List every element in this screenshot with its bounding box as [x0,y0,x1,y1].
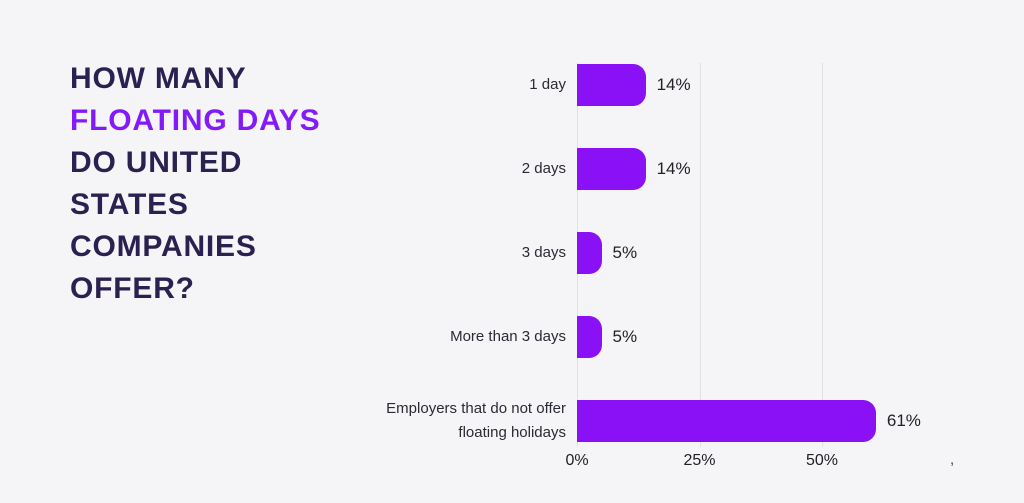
bar [577,400,876,442]
value-label: 61% [886,411,921,430]
category-label: Employers that do not offer floating hol… [386,400,566,441]
bar [577,232,602,274]
gridline-25% [699,63,701,447]
title-line-4: STATES [70,188,189,221]
x-axis-tick: 50% [805,452,839,469]
page-title: HOW MANY FLOATING DAYS DO UNITED STATES COMP… [70,58,400,310]
x-axis-tick: 25% [683,452,716,469]
title-line-6: OFFER? [70,272,195,305]
gridline-50% [822,63,823,447]
bar [577,316,602,358]
x-axis-tick: 0% [565,452,589,469]
category-label: 1 day [529,76,566,93]
stray-comma-mark: , [950,451,955,468]
bar [577,64,646,106]
title-line-1: HOW MANY [70,62,247,95]
category-label: 2 days [521,160,566,177]
value-label: 5% [612,327,638,346]
title-line-2: FLOATING DAYS [70,104,321,137]
title-line-5: COMPANIES [70,230,257,263]
value-label: 14% [656,75,691,94]
title-line-3: DO UNITED [70,146,243,179]
category-label: More than 3 days [450,328,566,345]
value-label: 5% [612,243,638,262]
category-label: 3 days [521,244,566,261]
bar [577,148,646,190]
value-label: 14% [656,159,691,178]
